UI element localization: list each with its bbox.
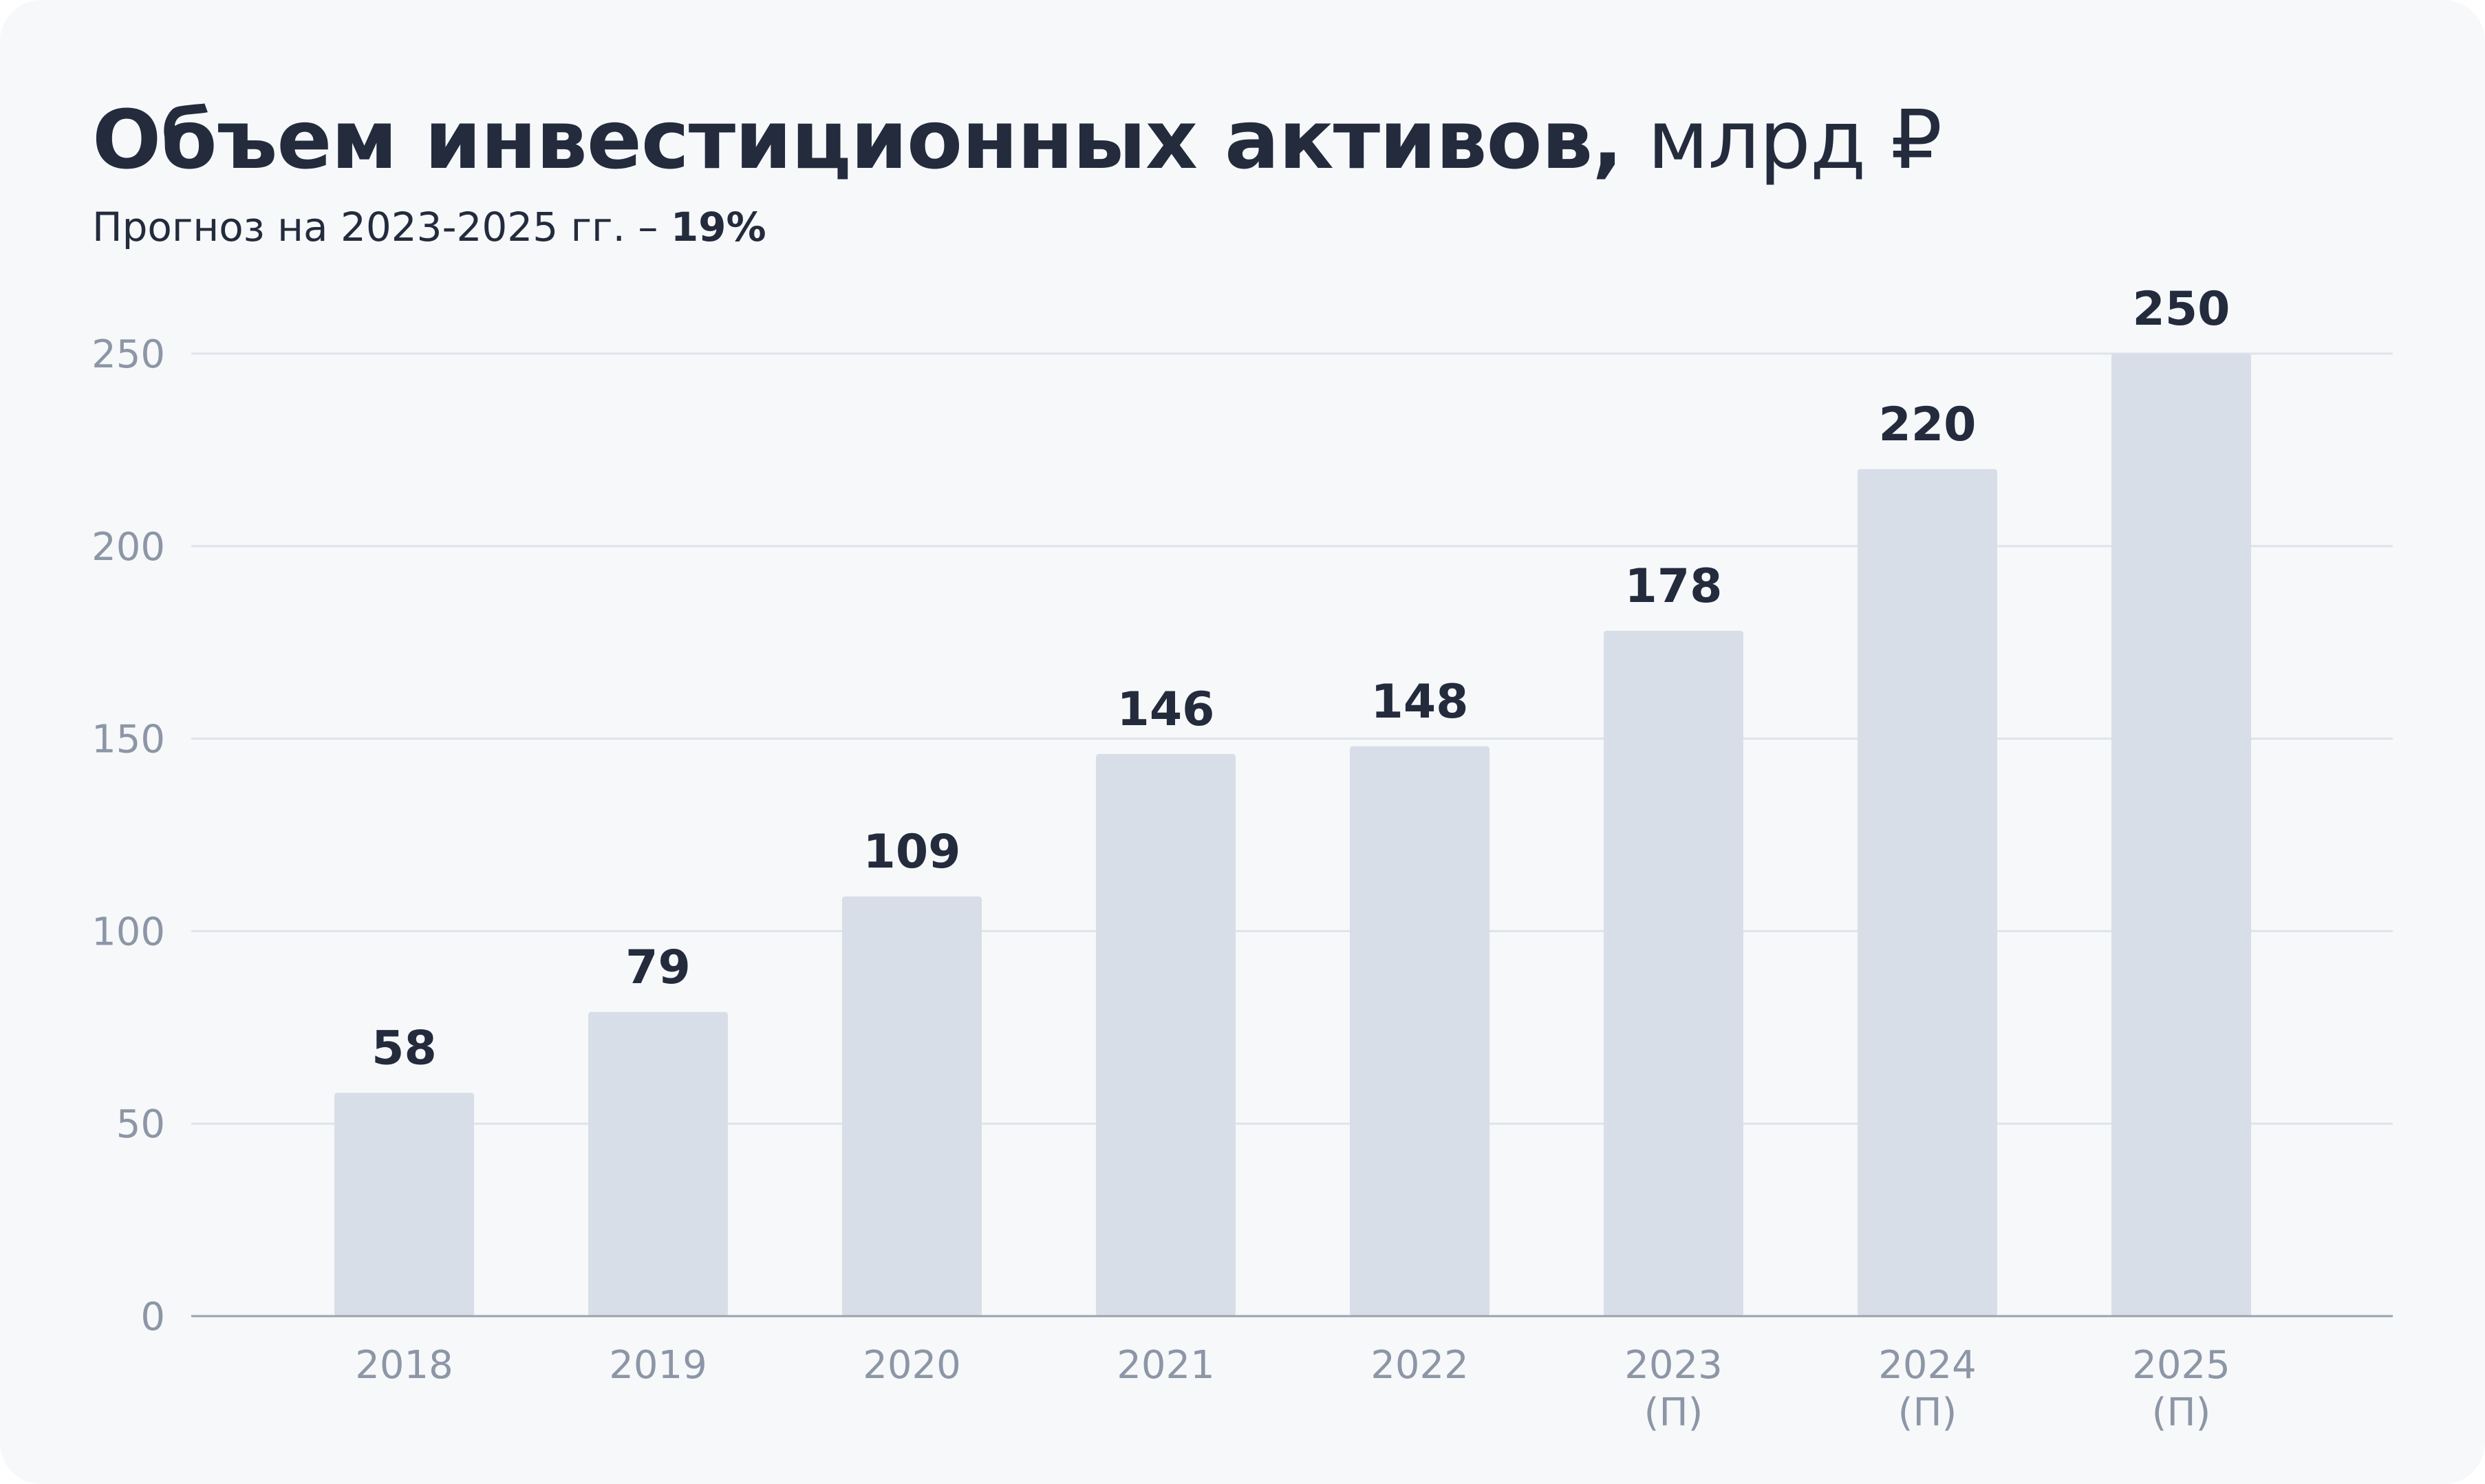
data-label: 250 [2133, 282, 2230, 336]
x-tick-label: 2023 [1624, 1343, 1723, 1388]
y-tick-label: 200 [92, 525, 165, 570]
bars [334, 354, 2251, 1316]
chart-title-unit: млрд ₽ [1647, 92, 1943, 187]
x-tick-label: 2021 [1117, 1343, 1215, 1388]
x-tick-label: 2019 [609, 1343, 707, 1388]
x-tick-label: 2025 [2132, 1343, 2230, 1388]
x-tick-note: (П) [2152, 1390, 2211, 1435]
bar [842, 896, 982, 1316]
x-tick-note: (П) [1898, 1390, 1957, 1435]
chart-title-main: Объем инвестиционных активов, [92, 92, 1623, 187]
bar [334, 1093, 474, 1316]
chart-title: Объем инвестиционных активов, млрд ₽ [92, 88, 1943, 191]
chart-subtitle: Прогноз на 2023-2025 гг. – 19% [92, 200, 766, 255]
bar [1350, 746, 1489, 1316]
x-tick-label: 2024 [1878, 1343, 1977, 1388]
y-tick-label: 0 [140, 1295, 165, 1340]
y-tick-label: 150 [92, 718, 165, 762]
x-axis-ticks: 2018 2019 2020 2021 2022 2023(П)2024(П)2025(П… [355, 1343, 2230, 1435]
data-label: 178 [1625, 559, 1723, 614]
subtitle-prefix: Прогноз на 2023-2025 гг. – [92, 204, 658, 250]
data-label: 220 [1879, 398, 1977, 452]
bar [588, 1011, 728, 1316]
bar [1096, 753, 1236, 1316]
bar [1858, 469, 1997, 1316]
y-tick-label: 50 [116, 1102, 165, 1147]
data-label: 146 [1117, 682, 1215, 737]
bar [2111, 354, 2251, 1316]
data-label: 148 [1371, 675, 1469, 729]
x-tick-label: 2022 [1370, 1343, 1469, 1388]
data-labels: 58 79 109 146 148 178 220 250 [372, 282, 2230, 1075]
y-axis-ticks: 0 50 100 150 200 250 [92, 332, 165, 1340]
x-tick-label: 2018 [355, 1343, 453, 1388]
data-label: 79 [625, 940, 691, 995]
subtitle-forecast-value: 19% [670, 204, 766, 250]
bar [1604, 630, 1743, 1316]
x-tick-note: (П) [1644, 1390, 1703, 1435]
y-tick-label: 250 [92, 332, 165, 377]
x-tick-label: 2020 [863, 1343, 961, 1388]
data-label: 58 [372, 1021, 437, 1075]
y-tick-label: 100 [92, 910, 165, 954]
data-label: 109 [863, 825, 961, 879]
gridlines [191, 352, 2393, 1125]
